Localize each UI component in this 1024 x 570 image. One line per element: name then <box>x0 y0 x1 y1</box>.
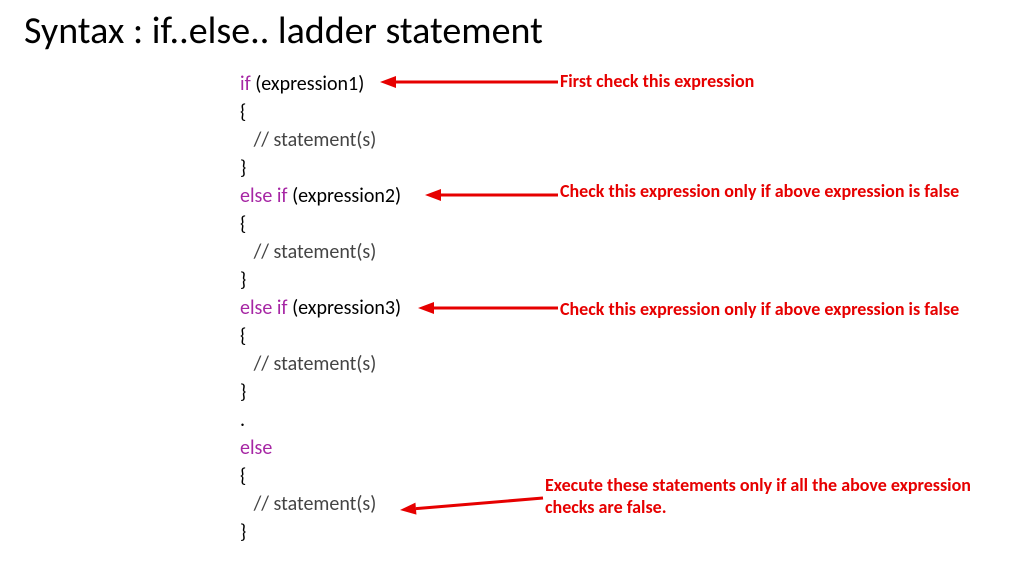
code-text: } <box>240 520 246 544</box>
code-text: { <box>240 212 246 236</box>
code-line: else <box>240 434 401 462</box>
code-line: } <box>240 154 401 182</box>
code-line: } <box>240 266 401 294</box>
comment: // statement(s) <box>240 352 376 376</box>
code-text: } <box>240 268 246 292</box>
annotation: Execute these statements only if all the… <box>545 474 975 518</box>
code-line: // statement(s) <box>240 238 401 266</box>
code-text: { <box>240 324 246 348</box>
comment: // statement(s) <box>240 128 376 152</box>
code-text: (expression2) <box>292 184 401 208</box>
keyword: if <box>240 72 255 96</box>
code-line: else if (expression2) <box>240 182 401 210</box>
annotation: Check this expression only if above expr… <box>560 180 980 202</box>
code-text: . <box>240 408 245 432</box>
code-line: } <box>240 378 401 406</box>
code-line: // statement(s) <box>240 490 401 518</box>
code-text: (expression3) <box>292 296 401 320</box>
code-text: { <box>240 464 246 488</box>
annotation: First check this expression <box>560 70 890 92</box>
code-text: } <box>240 156 246 180</box>
code-text: (expression1) <box>255 72 364 96</box>
code-text: } <box>240 380 246 404</box>
keyword: else <box>240 436 272 460</box>
code-text: { <box>240 100 246 124</box>
code-line: // statement(s) <box>240 350 401 378</box>
code-line: if (expression1) <box>240 70 401 98</box>
code-line: // statement(s) <box>240 126 401 154</box>
keyword: else if <box>240 184 292 208</box>
code-line: { <box>240 462 401 490</box>
code-line: { <box>240 98 401 126</box>
code-block: if (expression1){ // statement(s)}else i… <box>240 70 401 546</box>
code-line: } <box>240 518 401 546</box>
code-line: { <box>240 210 401 238</box>
code-line: . <box>240 406 401 434</box>
comment: // statement(s) <box>240 240 376 264</box>
keyword: else if <box>240 296 292 320</box>
code-line: else if (expression3) <box>240 294 401 322</box>
comment: // statement(s) <box>240 492 376 516</box>
page-title: Syntax : if..else.. ladder statement <box>24 8 543 54</box>
code-line: { <box>240 322 401 350</box>
annotation: Check this expression only if above expr… <box>560 298 990 320</box>
